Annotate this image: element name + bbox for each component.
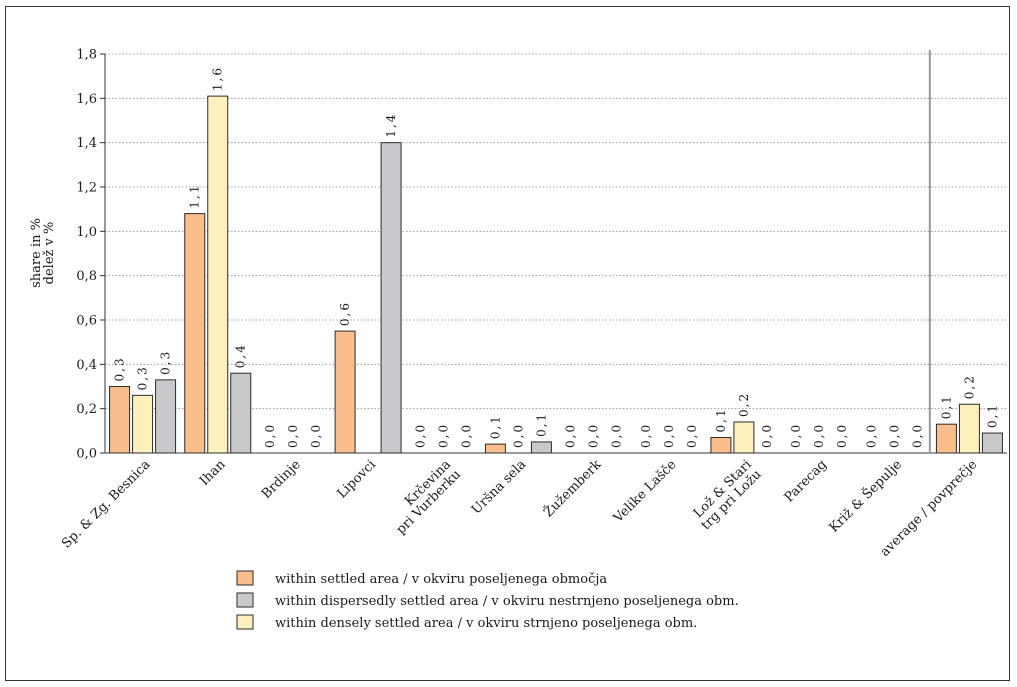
category-label-line: Žužemberk <box>540 456 604 520</box>
value-label: 0,0 <box>812 423 826 448</box>
value-label: 0,0 <box>587 423 601 448</box>
value-label: 0,6 <box>338 301 352 326</box>
bar <box>710 436 732 454</box>
category-label: Ihan <box>197 457 229 489</box>
value-label: 0,0 <box>910 423 924 448</box>
value-label: 0,0 <box>309 423 323 448</box>
value-label: 0,0 <box>436 423 450 448</box>
bar <box>109 386 131 454</box>
bar <box>207 95 229 454</box>
category-label-line: Sp. & Zg. Besnica <box>59 457 153 551</box>
y-tick-label: 1,0 <box>76 225 97 240</box>
category-label-line: Križ & Šepulje <box>825 456 905 536</box>
category-label: Brdinje <box>259 457 304 502</box>
y-axis-title: share in %delež v % <box>29 218 57 288</box>
value-label: 0,3 <box>113 356 127 381</box>
y-tick-label: 0,2 <box>76 402 97 417</box>
category-label: Lož & Staritrg pri Ložu <box>689 457 765 533</box>
category-label: Uršna sela <box>469 457 530 518</box>
value-label: 0,3 <box>159 350 173 375</box>
value-label: 0,0 <box>413 423 427 448</box>
value-label: 0,0 <box>286 423 300 448</box>
value-label: 0,0 <box>835 423 849 448</box>
value-label: 0,0 <box>760 423 774 448</box>
bar <box>230 372 252 454</box>
category-label-line: Velike Lašče <box>610 457 679 526</box>
chart-frame <box>5 6 1010 681</box>
bar <box>155 379 177 454</box>
y-tick-label: 1,6 <box>76 92 97 107</box>
category-label-line: Uršna sela <box>469 457 530 518</box>
value-label: 0,0 <box>789 423 803 448</box>
legend-label: within settled area / v okviru poseljene… <box>275 572 607 587</box>
value-label: 0,3 <box>136 365 150 390</box>
y-axis-title-line: share in % <box>29 218 44 288</box>
value-label: 0,0 <box>564 423 578 448</box>
bar <box>935 423 957 454</box>
value-label: 0,1 <box>534 412 548 437</box>
value-label: 0,0 <box>610 423 624 448</box>
value-label: 0,0 <box>685 423 699 448</box>
bar <box>484 443 506 454</box>
category-label-line: Lipovci <box>335 457 379 501</box>
bar <box>380 142 402 454</box>
y-tick-label: 0,8 <box>76 269 97 284</box>
value-label: 0,0 <box>887 423 901 448</box>
value-label: 0,0 <box>263 423 277 448</box>
category-label: Velike Lašče <box>610 457 679 526</box>
value-label: 0,0 <box>511 423 525 448</box>
bar <box>958 403 980 454</box>
y-tick-label: 0,6 <box>76 314 97 329</box>
value-label: 0,0 <box>662 423 676 448</box>
y-tick-label: 1,2 <box>76 181 97 196</box>
category-label: Križ & Šepulje <box>825 456 905 536</box>
category-label-line: Ihan <box>197 457 229 489</box>
legend-swatch <box>236 614 254 630</box>
bar <box>132 394 154 454</box>
y-tick-label: 1,8 <box>76 48 97 63</box>
value-label: 0,1 <box>985 403 999 428</box>
value-label: 1,1 <box>188 184 202 209</box>
category-label: Krčevinapri Vurberku <box>384 457 464 537</box>
value-label: 0,0 <box>459 423 473 448</box>
bar <box>981 432 1003 454</box>
category-label: Sp. & Zg. Besnica <box>59 457 153 551</box>
value-label: 0,4 <box>234 343 248 368</box>
value-label: 0,1 <box>939 394 953 419</box>
value-label: 1,4 <box>384 113 398 138</box>
value-label: 0,2 <box>737 392 751 417</box>
bar <box>530 441 552 454</box>
category-label: Parecag <box>782 457 830 505</box>
value-label: 0,1 <box>714 407 728 432</box>
category-label: Žužemberk <box>540 456 604 520</box>
y-axis-title-line: delež v % <box>42 222 57 285</box>
value-label: 1,6 <box>211 66 225 91</box>
bar <box>733 421 755 454</box>
category-label-line: Parecag <box>782 457 830 505</box>
value-label: 0,0 <box>639 423 653 448</box>
value-label: 0,2 <box>962 374 976 399</box>
legend-swatch <box>236 570 254 586</box>
y-tick-label: 1,4 <box>76 136 97 151</box>
y-tick-label: 0,0 <box>76 447 97 462</box>
bar <box>334 330 356 454</box>
legend-label: within dispersedly settled area / v okvi… <box>275 594 739 609</box>
value-label: 0,1 <box>488 414 502 439</box>
legend-label: within densely settled area / v okviru s… <box>275 616 697 631</box>
category-label: Lipovci <box>335 457 379 501</box>
category-label-line: Brdinje <box>259 457 304 502</box>
y-tick-label: 0,4 <box>76 358 97 373</box>
legend-swatch <box>236 592 254 608</box>
bar <box>184 213 206 454</box>
value-label: 0,0 <box>864 423 878 448</box>
